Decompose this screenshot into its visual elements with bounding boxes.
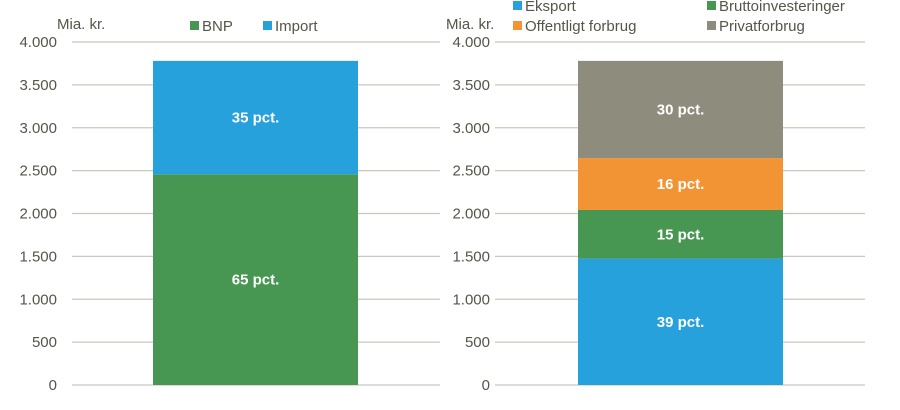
bar-segment-privatforbrug xyxy=(578,60,783,159)
y-tick-label: 3.500 xyxy=(19,77,57,94)
y-tick-label: 0 xyxy=(49,377,57,394)
y-tick-label: 2.000 xyxy=(452,206,490,223)
y-tick-label: 2.500 xyxy=(452,163,490,180)
y-tick-label: 1.000 xyxy=(452,291,490,308)
data-label: 30 pct. xyxy=(657,101,705,118)
y-tick-label: 3.000 xyxy=(19,120,57,137)
bar-segment-offentligt-forbrug xyxy=(578,158,783,210)
legend-swatch xyxy=(513,1,522,10)
legend-label: BNP xyxy=(202,18,233,35)
legend-label: Bruttoinvesteringer xyxy=(719,0,845,15)
legend-swatch xyxy=(263,21,272,30)
legend-swatch xyxy=(513,21,522,30)
legend-label: Import xyxy=(275,18,318,35)
bar-segment-import xyxy=(153,60,358,175)
data-label: 15 pct. xyxy=(657,226,705,243)
y-tick-label: 4.000 xyxy=(452,34,490,51)
y-axis-unit-label: Mia. kr. xyxy=(57,16,105,33)
bar-segment-bruttoinvesteringer xyxy=(578,209,783,259)
chart-panel-left: Mia. kr. 0 500 1.000 1.500 2.000 2.500 3.000 3.… xyxy=(19,16,440,394)
y-tick-label: 2.000 xyxy=(19,206,57,223)
legend-swatch xyxy=(190,21,199,30)
y-tick-label: 1.500 xyxy=(19,248,57,265)
data-label: 16 pct. xyxy=(657,176,705,193)
data-label: 65 pct. xyxy=(232,272,280,289)
y-tick-label: 500 xyxy=(32,334,57,351)
data-label: 39 pct. xyxy=(657,314,705,331)
bar-segment-bnp xyxy=(153,174,358,385)
y-tick-label: 2.500 xyxy=(19,163,57,180)
legend-swatch xyxy=(707,1,716,10)
bar-segment-eksport xyxy=(578,258,783,385)
y-tick-label: 4.000 xyxy=(19,34,57,51)
y-tick-label: 500 xyxy=(465,334,490,351)
legend-swatch xyxy=(707,21,716,30)
y-tick-label: 1.500 xyxy=(452,248,490,265)
data-label: 35 pct. xyxy=(232,110,280,127)
legend-label: Privatforbrug xyxy=(719,18,805,35)
y-tick-label: 1.000 xyxy=(19,291,57,308)
legend-label: Offentligt forbrug xyxy=(525,18,636,35)
y-tick-label: 3.000 xyxy=(452,120,490,137)
legend-label: Eksport xyxy=(525,0,577,15)
y-tick-label: 3.500 xyxy=(452,77,490,94)
y-tick-label: 0 xyxy=(482,377,490,394)
y-axis-unit-label: Mia. kr. xyxy=(446,16,494,33)
chart-panel-right: Mia. kr. 0 500 1.000 1.500 2.000 2.500 3.000 3.… xyxy=(446,0,865,394)
